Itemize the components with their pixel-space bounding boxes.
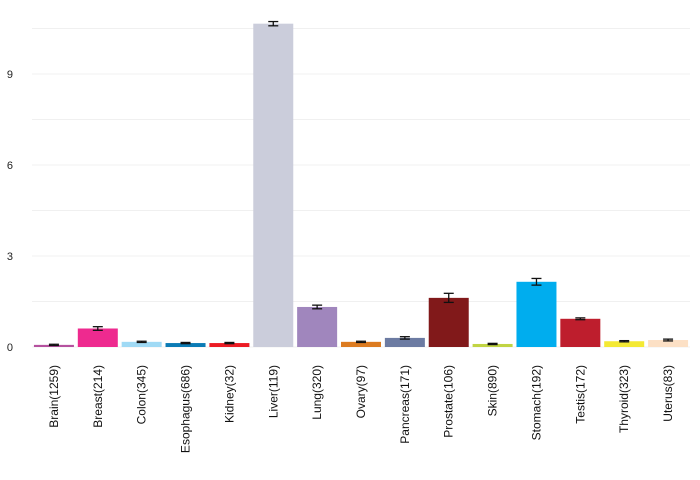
bar [428,297,469,347]
x-tick-label: Thyroid(323) [617,365,631,433]
bar [209,343,250,347]
x-tick-label: Uterus(83) [661,365,675,422]
y-tick-label: 9 [7,69,13,81]
x-tick-label: Testis(172) [573,365,587,424]
error-bar [48,343,59,347]
bar [77,328,118,347]
bar [560,318,601,347]
bar [384,337,425,347]
error-bar [356,340,366,344]
x-tick-label: Kidney(32) [222,365,236,423]
error-bar [224,341,235,345]
error-bar [136,340,147,344]
x-tick-label: Brain(1259) [47,365,61,428]
x-tick-label: Liver(119) [266,365,280,418]
error-bar [268,20,279,27]
error-bar [399,336,410,340]
error-bar [663,338,674,342]
bar [604,341,645,347]
x-tick-label: Stomach(192) [529,365,543,440]
bar [472,343,513,347]
bar [253,23,294,348]
error-bar [575,317,586,321]
y-tick-label: 0 [7,342,13,354]
error-bar [443,292,454,304]
x-tick-label: Pancreas(171) [398,365,412,444]
x-tick-label: Prostate(106) [442,365,456,438]
error-bar [92,326,103,331]
bar [516,281,557,347]
bar [341,341,381,347]
error-bar [619,339,630,343]
y-tick-label: 6 [7,160,13,172]
bar [648,340,689,347]
error-bar [487,342,498,346]
y-tick-label: 3 [7,251,13,263]
bar [121,341,162,347]
error-bar [531,277,542,286]
x-tick-label: Lung(320) [310,365,324,420]
x-tick-label: Breast(214) [91,365,105,428]
x-tick-label: Esophagus(686) [179,365,193,453]
x-tick-label: Colon(345) [135,365,149,424]
bar [165,343,206,347]
x-tick-label: Skin(890) [486,365,500,416]
bar [297,306,338,347]
x-tick-label: Ovary(97) [354,365,368,418]
error-bar [180,341,191,345]
error-bar [312,304,323,310]
